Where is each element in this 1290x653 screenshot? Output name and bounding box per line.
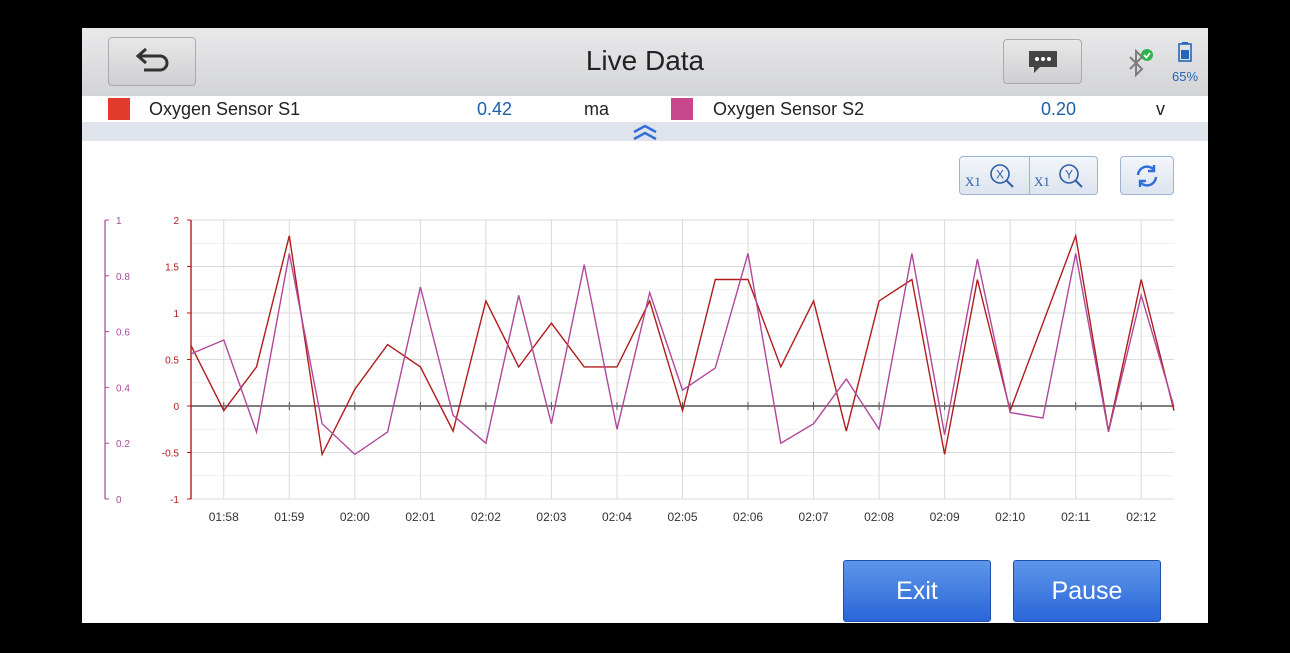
back-arrow-icon [135,47,169,71]
y-left-tick-label: -1 [170,495,179,506]
y-right-tick-label: 0.2 [116,439,130,450]
x-tick-label: 02:04 [602,510,632,524]
legend-row: Oxygen Sensor S1 0.42 ma Oxygen Sensor S… [82,96,1208,122]
refresh-button[interactable] [1120,156,1174,195]
legend-value-s2: 0.20 [1041,99,1077,119]
legend-swatch-s2 [671,98,693,120]
zoom-x-label: X1 [965,174,981,189]
page-title: Live Data [585,45,705,76]
live-data-chart: 2 1.5 1 0.5 0 -0.5 -1 01:58 01:59 02:00 02:01 02:02… [104,216,1175,524]
x-tick-label: 02:11 [1061,510,1090,524]
zoom-y-icon: Y [1059,164,1083,188]
refresh-icon [1136,164,1158,187]
pause-button[interactable]: Pause [1013,560,1161,622]
battery-percent: 65% [1171,69,1199,84]
y-left-tick-label: 1.5 [165,263,179,274]
x-tick-label: 02:08 [864,510,894,524]
y-right-tick-label: 1 [116,216,122,227]
y-left-tick-label: 0 [173,402,179,413]
collapse-bar[interactable] [82,122,1208,141]
x-tick-label: 02:09 [930,510,960,524]
zoom-x-button[interactable]: X1 X [960,157,1030,194]
y-right-tick-label: 0.6 [116,328,130,339]
x-tick-label: 02:12 [1126,510,1156,524]
legend-unit-s2: v [1156,99,1165,119]
zoom-y-button[interactable]: X1 Y [1029,157,1098,194]
y-left-tick-label: -0.5 [162,449,180,460]
legend-unit-s1: ma [584,99,610,119]
x-tick-label: 02:10 [995,510,1025,524]
zoom-x-icon: X [990,164,1014,188]
zoom-group: X1 X X1 Y [959,156,1098,195]
x-tick-label: 02:05 [667,510,697,524]
legend-value-s1: 0.42 [477,99,513,119]
top-bar: Live Data 65% [82,28,1208,97]
legend-name-s1: Oxygen Sensor S1 [149,99,301,119]
legend-name-s2: Oxygen Sensor S2 [713,99,865,119]
svg-text:Y: Y [1065,168,1073,182]
y-right-tick-label: 0.8 [116,272,130,283]
battery-indicator: 65% [1170,42,1200,84]
y-left-tick-label: 0.5 [165,356,179,367]
x-tick-label: 02:06 [733,510,763,524]
chat-bubble-icon [1028,50,1057,73]
battery-icon [1178,42,1192,62]
x-tick-label: 02:01 [405,510,435,524]
svg-text:X: X [996,168,1004,182]
zoom-y-label: X1 [1034,174,1050,189]
x-tick-label: 01:58 [209,510,239,524]
x-tick-label: 02:03 [536,510,566,524]
y-right-tick-label: 0 [116,495,122,506]
screen: Live Data 65% Oxygen Sensor S1 0.42 ma [82,28,1208,623]
double-chevron-up-icon [633,124,657,141]
x-tick-label: 02:02 [471,510,501,524]
x-tick-label: 01:59 [274,510,304,524]
x-tick-label: 02:00 [340,510,370,524]
series-line-2 [190,253,1175,456]
y-left-tick-label: 2 [173,216,179,227]
x-tick-label: 02:07 [799,510,829,524]
y-right-tick-label: 0.4 [116,383,130,394]
legend-swatch-s1 [108,98,130,120]
back-button[interactable] [108,37,196,86]
bluetooth-icon [1129,48,1153,78]
y-left-tick-label: 1 [173,309,179,320]
exit-button[interactable]: Exit [843,560,991,622]
message-button[interactable] [1003,39,1082,84]
